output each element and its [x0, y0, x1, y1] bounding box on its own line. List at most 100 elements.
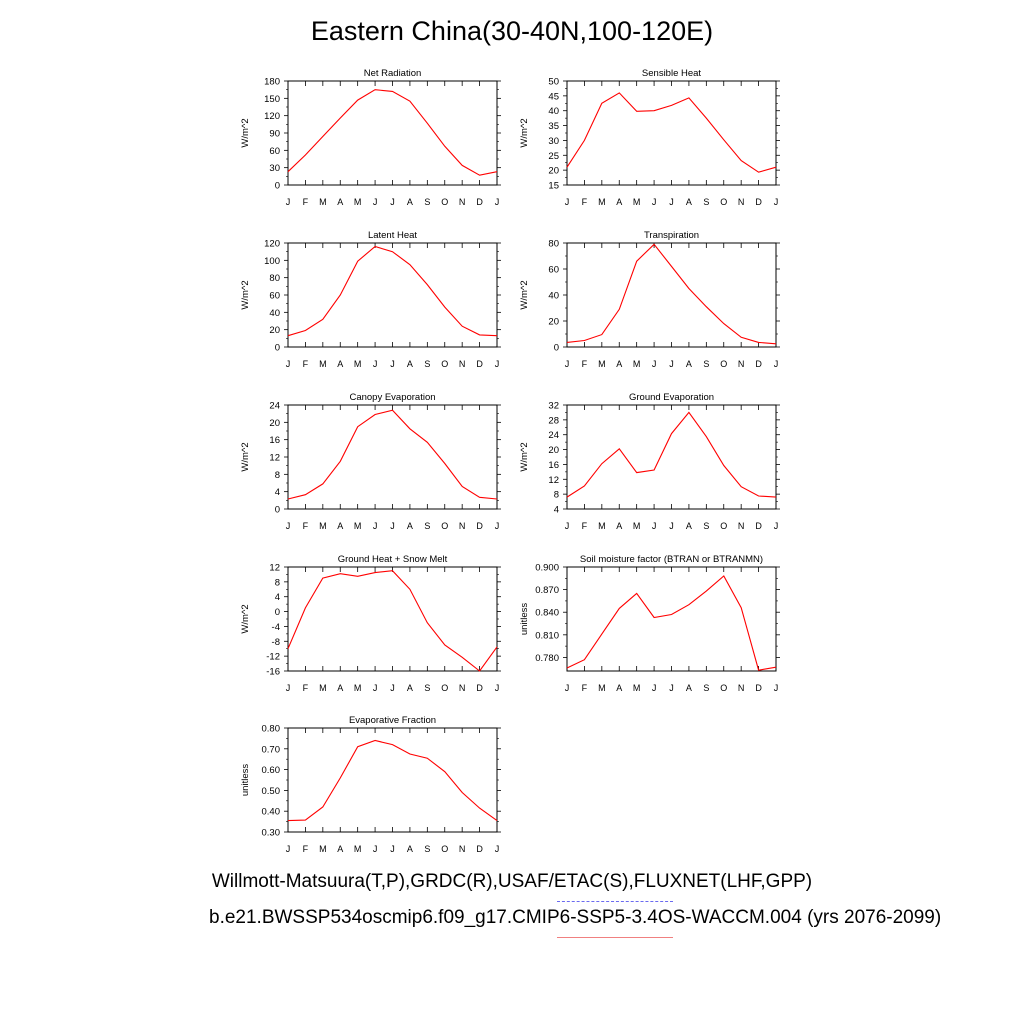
x-tick-label: F [303, 359, 309, 369]
data-point [322, 483, 324, 485]
x-tick-label: O [720, 197, 727, 207]
data-point [618, 92, 620, 94]
data-point [688, 411, 690, 413]
data-point [374, 245, 376, 247]
data-point [583, 485, 585, 487]
data-point [391, 90, 393, 92]
x-tick-label: D [755, 521, 762, 531]
series-line [287, 89, 498, 176]
data-point [618, 607, 620, 609]
observations-caption: Willmott-Matsuura(T,P),GRDC(R),USAF/ETAC… [211, 871, 813, 892]
page-title: Eastern China(30-40N,100-120E) [310, 16, 714, 46]
x-tick-label: M [633, 521, 641, 531]
x-tick-label: J [652, 197, 657, 207]
data-point [374, 739, 376, 741]
data-point [409, 588, 411, 590]
x-tick-label: A [616, 521, 622, 531]
x-tick-label: N [738, 359, 745, 369]
x-tick-label: J [373, 683, 378, 693]
data-point [426, 622, 428, 624]
x-tick-label: J [652, 521, 657, 531]
chart-panel-8: J F M A M J J A S O N D J0.7800.8100.8400.8700.900So… [519, 554, 780, 693]
data-point [757, 341, 759, 343]
data-point [304, 607, 306, 609]
chart-title: Net Radiation [364, 68, 422, 79]
data-point [705, 590, 707, 592]
data-point [287, 498, 289, 500]
data-point [339, 460, 341, 462]
x-tick-label: J [669, 521, 674, 531]
x-tick-label: O [720, 521, 727, 531]
y-tick-label: 60 [269, 291, 280, 302]
y-tick-label: 20 [548, 166, 559, 177]
series-line [566, 243, 777, 345]
data-point [391, 570, 393, 572]
chart-title: Transpiration [644, 230, 699, 241]
x-tick-label: M [598, 683, 606, 693]
x-tick-label: S [703, 197, 709, 207]
data-point [391, 409, 393, 411]
data-point [426, 283, 428, 285]
data-point [322, 318, 324, 320]
data-point [391, 250, 393, 252]
y-tick-label: 120 [264, 239, 280, 250]
y-tick-label: 0 [275, 505, 280, 516]
x-tick-label: J [565, 197, 570, 207]
data-point [461, 485, 463, 487]
data-point [409, 100, 411, 102]
series-line [566, 575, 777, 671]
data-point [478, 496, 480, 498]
x-tick-label: M [319, 197, 327, 207]
x-tick-label: F [303, 844, 309, 854]
data-point [478, 174, 480, 176]
data-point [496, 646, 498, 648]
data-point [566, 496, 568, 498]
x-tick-label: A [337, 683, 343, 693]
y-axis-label: W/m^2 [240, 280, 251, 309]
y-tick-label: 4 [275, 592, 280, 603]
x-tick-label: A [616, 197, 622, 207]
y-axis-label: unitless [240, 764, 251, 796]
plot-frame [287, 80, 498, 186]
x-tick-label: N [459, 521, 466, 531]
x-tick-label: O [441, 844, 448, 854]
x-tick-label: D [476, 521, 483, 531]
y-tick-label: 4 [275, 487, 280, 498]
y-tick-label: 0.780 [535, 653, 559, 664]
data-point [322, 577, 324, 579]
data-point [688, 603, 690, 605]
chart-panel-9: J F M A M J J A S O N D J0.300.400.500.600.700.80Eva… [240, 715, 501, 854]
x-tick-label: J [390, 683, 395, 693]
x-tick-label: S [424, 521, 430, 531]
y-tick-label: 8 [554, 490, 559, 501]
chart-title: Canopy Evaporation [349, 392, 435, 403]
data-point [444, 306, 446, 308]
y-tick-label: 12 [548, 475, 559, 486]
data-point [601, 633, 603, 635]
x-tick-label: F [582, 197, 588, 207]
data-point [653, 110, 655, 112]
data-point [287, 648, 289, 650]
y-tick-label: 60 [548, 265, 559, 276]
y-tick-label: 25 [548, 151, 559, 162]
data-point [723, 139, 725, 141]
plot-frame [566, 242, 777, 348]
x-tick-label: D [755, 197, 762, 207]
x-tick-label: O [441, 683, 448, 693]
model-legend-line [557, 937, 673, 938]
x-tick-label: J [774, 683, 779, 693]
series-line [287, 739, 498, 822]
data-point [670, 104, 672, 106]
data-point [705, 117, 707, 119]
y-tick-label: 16 [548, 460, 559, 471]
data-point [740, 159, 742, 161]
chart-title: Ground Evaporation [629, 392, 714, 403]
data-point [339, 777, 341, 779]
x-tick-label: M [354, 844, 362, 854]
data-point [618, 448, 620, 450]
data-point [635, 592, 637, 594]
x-tick-label: A [407, 197, 413, 207]
data-point [356, 425, 358, 427]
